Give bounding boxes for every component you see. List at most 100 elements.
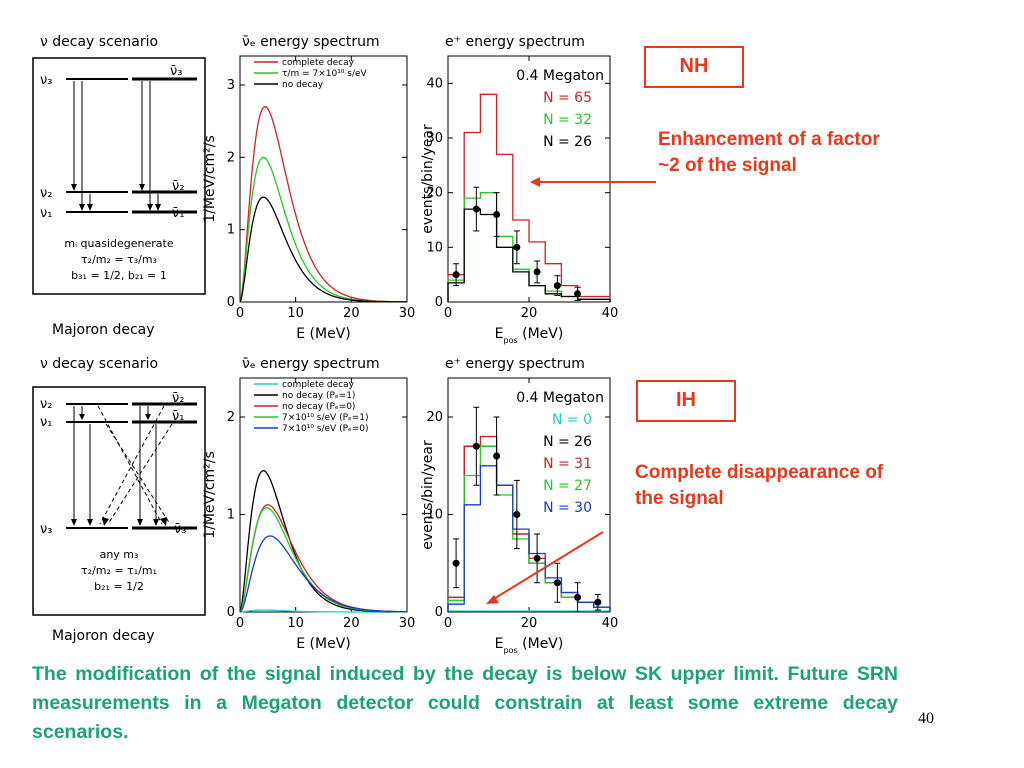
ih-positron-xtick-label: 40 bbox=[602, 616, 618, 631]
ih-positron-data-point bbox=[513, 511, 521, 518]
nh-positron-legend-label: N = 32 bbox=[543, 112, 592, 128]
nh-spectrum-ylabel: 1/MeV/cm²/s bbox=[202, 135, 218, 223]
nh-scheme-line-2: τ₂/m₂ = τ₃/m₃ bbox=[81, 253, 157, 266]
nh-positron-ytick-label: 10 bbox=[426, 240, 443, 255]
ih-level-left-bot: ν₃ bbox=[40, 522, 52, 537]
ih-scheme-line-3: b₂₁ = 1/2 bbox=[94, 580, 144, 593]
nh-spectrum-xlabel: E (MeV) bbox=[296, 326, 351, 342]
nh-tag: NH bbox=[644, 46, 744, 88]
ih-scheme-line-1: any m₃ bbox=[100, 548, 139, 561]
ih-spectrum-series-3 bbox=[239, 507, 407, 613]
ih-positron-data-point bbox=[533, 554, 541, 562]
ih-level-left-top: ν₂ bbox=[40, 397, 52, 412]
nh-annotation: Enhancement of a factor ~2 of the signal bbox=[658, 129, 880, 176]
ih-positron-hist-4 bbox=[447, 465, 611, 612]
caption: The modification of the signal induced b… bbox=[32, 663, 898, 743]
ih-positron-chart: 0 20 40 0 10 20 Epos (MeV) events/bin/year 0.4 M… bbox=[420, 377, 618, 655]
ih-positron-legend-label: N = 0 bbox=[552, 412, 592, 428]
ih-spectrum-legend-label: complete decay bbox=[282, 380, 355, 390]
nh-positron-megaton-label: 0.4 Megaton bbox=[516, 68, 604, 84]
ih-positron-hist-0 bbox=[447, 610, 611, 612]
ih-positron-title: e⁺ energy spectrum bbox=[445, 356, 585, 372]
ih-level-left-mid: ν₁ bbox=[40, 415, 52, 430]
ih-decay-title: ν decay scenario bbox=[40, 356, 159, 372]
ih-spectrum-xtick-label: 10 bbox=[287, 616, 304, 631]
page-number: 40 bbox=[918, 710, 934, 727]
nh-spectrum-ytick-label: 2 bbox=[227, 150, 235, 165]
nh-positron-data-point bbox=[452, 271, 460, 279]
nh-level-left-bot: ν₁ bbox=[40, 206, 52, 221]
nh-level-left-mid: ν₂ bbox=[40, 186, 52, 201]
ih-spectrum-legend-label: no decay (Pₑ=1) bbox=[282, 391, 355, 401]
nh-scheme-line-3: b₃₁ = 1/2, b₂₁ = 1 bbox=[71, 269, 167, 282]
nh-positron-ytick-label: 30 bbox=[426, 131, 443, 146]
nh-majoron-label: Majoron decay bbox=[52, 322, 155, 338]
ih-positron-ytick-label: 0 bbox=[435, 605, 443, 620]
nh-decay-title: ν decay scenario bbox=[40, 34, 159, 50]
nh-spectrum-xtick-label: 20 bbox=[343, 306, 360, 321]
nh-spectrum-frame bbox=[239, 55, 408, 303]
nh-level-right-bot: ν̄₁ bbox=[172, 206, 184, 221]
ih-positron-data-point bbox=[553, 579, 561, 587]
ih-positron-data-point bbox=[493, 452, 501, 460]
ih-positron-xlabel: Epos (MeV) bbox=[495, 636, 564, 655]
nh-positron-chart: 0 20 40 0 10 20 30 40 Epos (MeV) events/bin/year 0… bbox=[420, 55, 618, 345]
ih-positron-data-point bbox=[574, 593, 582, 601]
nh-spectrum-ytick-label: 1 bbox=[227, 223, 235, 238]
nh-annotation-arrow bbox=[530, 177, 656, 187]
ih-level-right-top: ν̄₂ bbox=[172, 391, 184, 406]
ih-positron-legend-label: N = 30 bbox=[543, 500, 592, 516]
ih-positron-data-point bbox=[472, 442, 480, 450]
ih-spectrum-ytick-label: 2 bbox=[227, 410, 235, 425]
nh-positron-ytick-label: 0 bbox=[435, 295, 443, 310]
ih-spectrum-legend-label: no decay (Pₑ=0) bbox=[282, 402, 355, 412]
nh-positron-data-point bbox=[472, 205, 480, 213]
nh-positron-xlabel: Epos (MeV) bbox=[495, 326, 564, 345]
nh-positron-data-point bbox=[513, 243, 521, 251]
ih-spectrum-xlabel: E (MeV) bbox=[296, 636, 351, 652]
ih-majoron-label: Majoron decay bbox=[52, 628, 155, 644]
nh-positron-legend-label: N = 26 bbox=[543, 134, 592, 150]
nh-spectrum-ytick-label: 0 bbox=[227, 295, 235, 310]
nh-positron-title: e⁺ energy spectrum bbox=[445, 34, 585, 50]
ih-spectrum-ytick-label: 1 bbox=[227, 508, 235, 523]
nh-positron-ytick-label: 20 bbox=[426, 186, 443, 201]
ih-spectrum-xtick-label: 20 bbox=[343, 616, 360, 631]
ih-tag: IH bbox=[636, 380, 736, 422]
nh-positron-ytick-label: 40 bbox=[426, 76, 443, 91]
nh-positron-legend-label: N = 65 bbox=[543, 90, 592, 106]
nh-spectrum-xtick-label: 10 bbox=[287, 306, 304, 321]
ih-level-right-mid: ν̄₁ bbox=[172, 409, 184, 424]
nh-spectrum-xtick-label: 30 bbox=[399, 306, 415, 321]
ih-positron-ylabel: events/bin/year bbox=[420, 440, 436, 550]
ih-positron-megaton-label: 0.4 Megaton bbox=[516, 390, 604, 406]
ih-positron-xtick-label: 20 bbox=[521, 616, 538, 631]
nh-scheme-line-1: mᵢ quasidegenerate bbox=[64, 237, 173, 250]
nh-spectrum-title: ν̄ₑ energy spectrum bbox=[242, 34, 380, 50]
ih-decay-scheme: ν₂ ν̄₂ ν₁ ν̄₁ ν₃ ν̄₃ any m₃ τ₂/m₂ = τ₁/m… bbox=[32, 386, 206, 616]
ih-positron-ytick-label: 10 bbox=[426, 508, 443, 523]
ih-scheme-line-2: τ₂/m₂ = τ₁/m₁ bbox=[81, 564, 157, 577]
nh-decay-scheme: ν₃ ν̄₃ ν₂ ν̄₂ ν₁ ν̄₁ mᵢ quasidegenerate … bbox=[32, 57, 206, 295]
nh-positron-xtick-label: 0 bbox=[444, 306, 452, 321]
nh-positron-data-point bbox=[553, 282, 561, 290]
nh-spectrum-legend-label: no decay bbox=[282, 80, 324, 90]
ih-annotation: Complete disappearance of the signal bbox=[635, 462, 884, 509]
ih-spectrum-legend-label: 7×10¹⁰ s/eV (Pₑ=0) bbox=[282, 424, 369, 434]
nh-spectrum-series-0 bbox=[239, 106, 407, 303]
ih-positron-data-point bbox=[452, 559, 460, 567]
nh-level-right-mid: ν̄₂ bbox=[172, 179, 184, 194]
ih-annotation-arrow bbox=[486, 531, 604, 604]
nh-level-left-top: ν₃ bbox=[40, 73, 52, 88]
ih-positron-data-point bbox=[594, 598, 602, 606]
nh-spectrum-series-2 bbox=[239, 196, 407, 303]
nh-spectrum-series-1 bbox=[239, 156, 407, 303]
nh-spectrum-legend-label: τ/m = 7×10¹⁰ s/eV bbox=[282, 69, 368, 79]
nh-positron-data-point bbox=[574, 290, 582, 298]
ih-spectrum-legend-label: 7×10¹⁰ s/eV (Pₑ=1) bbox=[282, 413, 369, 423]
ih-positron-legend-label: N = 31 bbox=[543, 456, 592, 472]
ih-spectrum-title: ν̄ₑ energy spectrum bbox=[242, 356, 380, 372]
ih-spectrum-ytick-label: 0 bbox=[227, 605, 235, 620]
nh-spectrum-ytick-label: 3 bbox=[227, 78, 235, 93]
ih-positron-legend-label: N = 26 bbox=[543, 434, 592, 450]
